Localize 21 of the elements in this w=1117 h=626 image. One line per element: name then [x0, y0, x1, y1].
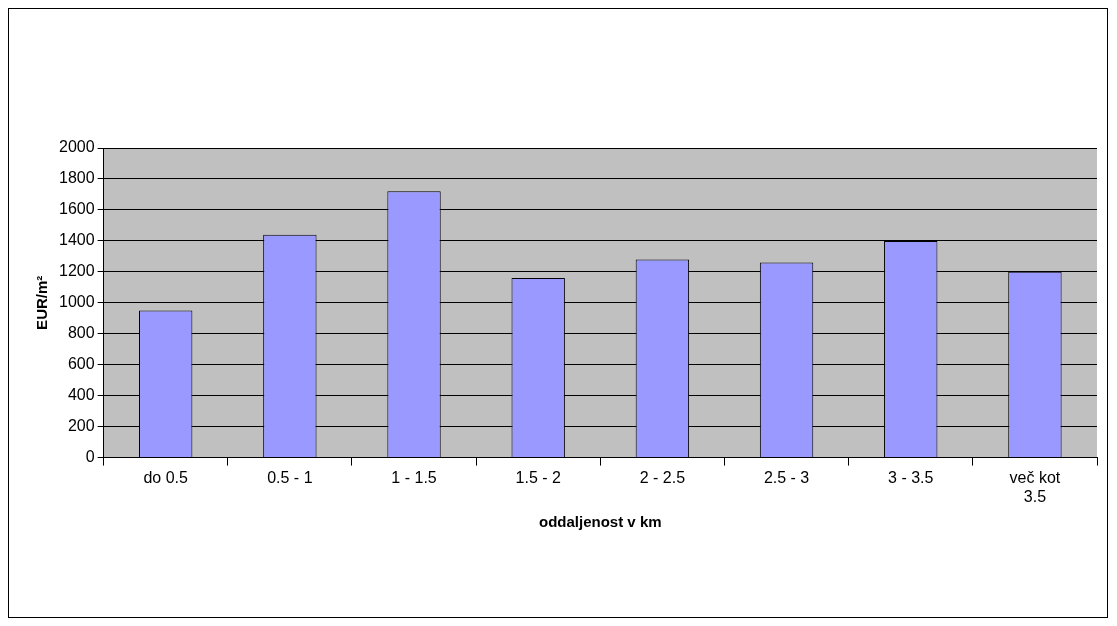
x-axis-title: oddaljenost v km [539, 513, 662, 531]
x-tick-label: 2.5 - 3 [763, 468, 810, 486]
x-tick-label: 0.5 - 1 [267, 468, 313, 486]
y-tick-label: 1600 [59, 200, 95, 218]
y-tick-label: 1200 [59, 262, 95, 280]
y-tick-label: 600 [67, 355, 95, 373]
y-tick-label: 1800 [59, 169, 95, 187]
y-tick-label: 1400 [59, 231, 95, 249]
y-tick-label: 800 [67, 324, 95, 342]
x-tick-label: več kot 3.5 [1009, 468, 1061, 505]
y-axis-title: EUR/m² [33, 275, 51, 330]
x-tick-label: 1.5 - 2 [515, 468, 561, 486]
x-tick-label: 1 - 1.5 [391, 468, 437, 486]
y-tick-label: 200 [67, 417, 95, 435]
y-tick-label: 400 [67, 386, 95, 404]
y-tick-label: 2000 [59, 138, 95, 156]
x-tick-label: do 0.5 [143, 468, 189, 486]
y-tick-label: 1000 [59, 293, 95, 311]
x-tick-label: 2 - 2.5 [639, 468, 686, 486]
y-tick-label: 0 [85, 448, 95, 466]
x-tick-label: 3 - 3.5 [888, 468, 934, 486]
